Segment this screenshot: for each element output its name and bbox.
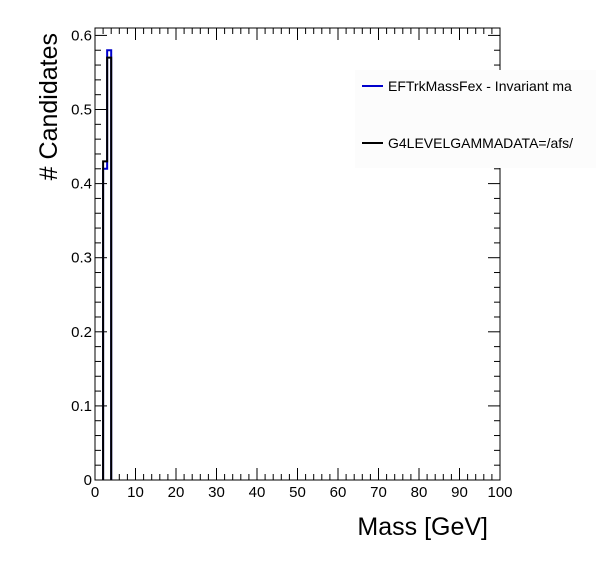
y-tick-label: 0.2 [71, 324, 92, 341]
x-tick-label: 10 [127, 484, 144, 501]
y-tick-labels: 0 0.1 0.2 0.3 0.4 0.5 0.6 [71, 27, 92, 489]
x-tick-label: 20 [168, 484, 185, 501]
y-tick-label: 0.3 [71, 250, 92, 267]
x-tick-label: 60 [330, 484, 347, 501]
x-tick-label: 50 [289, 484, 306, 501]
axis-ticks [94, 28, 501, 481]
x-tick-label: 70 [370, 484, 387, 501]
y-tick-label: 0 [84, 472, 92, 489]
x-tick-label: 100 [487, 484, 512, 501]
legend-entry-label: EFTrkMassFex - Invariant ma [388, 78, 572, 94]
y-axis-title: # Candidates [35, 33, 63, 180]
y-tick-label: 0.6 [71, 27, 92, 44]
x-tick-label: 0 [91, 484, 99, 501]
legend: EFTrkMassFex - Invariant ma G4LEVELGAMMAD… [355, 70, 596, 168]
x-tick-labels: 0 10 20 30 40 50 60 70 80 90 100 [91, 484, 513, 501]
x-tick-label: 40 [249, 484, 266, 501]
legend-entry-label: G4LEVELGAMMADATA=/afs/ [388, 135, 573, 151]
histogram-series-2 [102, 56, 113, 480]
x-tick-label: 80 [411, 484, 428, 501]
x-axis-title: Mass [GeV] [357, 513, 488, 541]
legend-box [355, 70, 596, 168]
y-tick-label: 0.1 [71, 398, 92, 415]
x-tick-label: 30 [208, 484, 225, 501]
y-tick-label: 0.4 [71, 176, 92, 193]
histogram-series [102, 49, 113, 480]
y-tick-label: 0.5 [71, 102, 92, 119]
x-tick-label: 90 [451, 484, 468, 501]
